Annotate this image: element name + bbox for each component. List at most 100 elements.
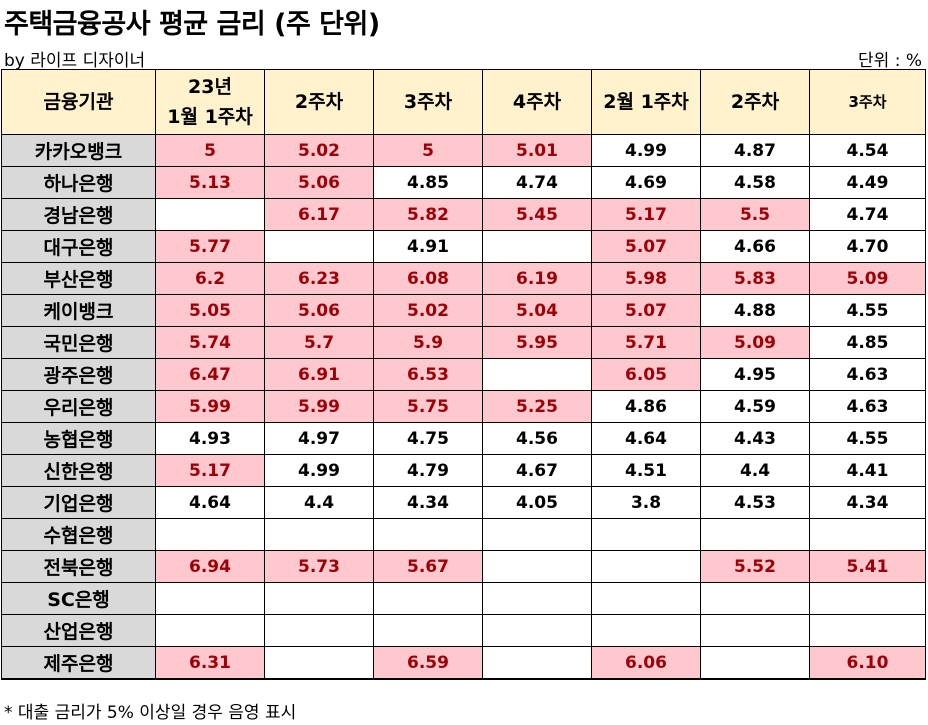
rate-cell: 4.59 xyxy=(700,390,810,423)
header-week-5: 2월 1주차 xyxy=(591,69,701,135)
rate-cell xyxy=(373,614,483,647)
header-week-7: 3주차 xyxy=(809,69,926,135)
rate-cell xyxy=(482,518,592,551)
rate-cell: 6.47 xyxy=(155,358,265,391)
rate-table: 금융기관 23년 1월 1주차 2주차 3주차 4주차 2월 1주차 2주차 3주… xyxy=(1,69,926,680)
bank-name: 우리은행 xyxy=(1,390,156,423)
rate-cell: 4.49 xyxy=(809,166,926,199)
bank-name: 전북은행 xyxy=(1,550,156,583)
table-row: 하나은행 5.13 5.06 4.85 4.74 4.69 4.58 4.49 xyxy=(1,166,926,199)
rate-cell: 4.85 xyxy=(809,326,926,359)
rate-cell: 4.69 xyxy=(591,166,701,199)
rate-cell: 4.85 xyxy=(373,166,483,199)
rate-cell: 6.59 xyxy=(373,646,483,680)
rate-cell: 4.34 xyxy=(809,486,926,519)
rate-cell: 4.86 xyxy=(591,390,701,423)
rate-cell: 5.99 xyxy=(155,390,265,423)
rate-cell: 5.17 xyxy=(591,198,701,231)
rate-cell xyxy=(155,614,265,647)
rate-cell: 4.97 xyxy=(264,422,374,455)
rate-cell xyxy=(264,614,374,647)
rate-cell: 4.99 xyxy=(591,134,701,167)
rate-cell xyxy=(373,582,483,615)
header-week-label: 1월 1주차 xyxy=(167,106,253,128)
rate-cell: 4.91 xyxy=(373,230,483,263)
header-week-6: 2주차 xyxy=(700,69,810,135)
rate-cell xyxy=(482,230,592,263)
rate-cell: 5.67 xyxy=(373,550,483,583)
rate-cell: 6.19 xyxy=(482,262,592,295)
unit-label: 단위 : % xyxy=(858,51,922,71)
rate-cell xyxy=(700,646,810,680)
rate-cell xyxy=(482,646,592,680)
rate-cell xyxy=(591,550,701,583)
rate-cell: 5.04 xyxy=(482,294,592,327)
table-row: 카카오뱅크 5 5.02 5 5.01 4.99 4.87 4.54 xyxy=(1,134,926,167)
rate-cell: 4.4 xyxy=(264,486,374,519)
rate-cell: 4.75 xyxy=(373,422,483,455)
header-week-1: 23년 1월 1주차 xyxy=(155,69,265,135)
rate-cell: 5.99 xyxy=(264,390,374,423)
rate-cell: 5.9 xyxy=(373,326,483,359)
rate-cell xyxy=(591,518,701,551)
rate-cell: 6.06 xyxy=(591,646,701,680)
rate-cell: 4.54 xyxy=(809,134,926,167)
rate-cell: 4.74 xyxy=(809,198,926,231)
rate-cell: 4.79 xyxy=(373,454,483,487)
rate-cell: 5.45 xyxy=(482,198,592,231)
table-row: 제주은행 6.31 6.59 6.06 6.10 xyxy=(1,646,926,680)
rate-cell: 4.74 xyxy=(482,166,592,199)
table-body: 카카오뱅크 5 5.02 5 5.01 4.99 4.87 4.54 하나은행 5.13 5.06 4… xyxy=(1,134,926,680)
table-row: 기업은행 4.64 4.4 4.34 4.05 3.8 4.53 4.34 xyxy=(1,486,926,519)
rate-cell: 5.98 xyxy=(591,262,701,295)
rate-cell: 4.67 xyxy=(482,454,592,487)
rate-cell xyxy=(264,582,374,615)
rate-cell xyxy=(155,198,265,231)
rate-cell: 6.23 xyxy=(264,262,374,295)
bank-name: 농협은행 xyxy=(1,422,156,455)
table-row: 산업은행 xyxy=(1,614,926,647)
header-week-3: 3주차 xyxy=(373,69,483,135)
table-row: 국민은행 5.74 5.7 5.9 5.95 5.71 5.09 4.85 xyxy=(1,326,926,359)
bank-name: 케이뱅크 xyxy=(1,294,156,327)
rate-cell: 4.99 xyxy=(264,454,374,487)
rate-cell xyxy=(809,614,926,647)
byline: by 라이프 디자이너 xyxy=(4,51,146,71)
rate-cell: 5.09 xyxy=(700,326,810,359)
rate-cell: 4.93 xyxy=(155,422,265,455)
rate-cell: 5.7 xyxy=(264,326,374,359)
table-row: 경남은행 6.17 5.82 5.45 5.17 5.5 4.74 xyxy=(1,198,926,231)
bank-name: 하나은행 xyxy=(1,166,156,199)
rate-cell: 4.05 xyxy=(482,486,592,519)
rate-cell: 5 xyxy=(373,134,483,167)
rate-cell: 5.07 xyxy=(591,294,701,327)
rate-cell: 4.87 xyxy=(700,134,810,167)
table-row: 신한은행 5.17 4.99 4.79 4.67 4.51 4.4 4.41 xyxy=(1,454,926,487)
rate-cell: 5.07 xyxy=(591,230,701,263)
rate-cell xyxy=(700,582,810,615)
header-institution: 금융기관 xyxy=(1,69,156,135)
rate-cell: 6.05 xyxy=(591,358,701,391)
rate-cell: 4.64 xyxy=(155,486,265,519)
rate-cell: 5.82 xyxy=(373,198,483,231)
rate-cell xyxy=(373,518,483,551)
header-week-4: 4주차 xyxy=(482,69,592,135)
rate-cell: 4.56 xyxy=(482,422,592,455)
rate-cell: 6.53 xyxy=(373,358,483,391)
rate-cell: 5.52 xyxy=(700,550,810,583)
rate-cell: 4.88 xyxy=(700,294,810,327)
rate-cell: 4.64 xyxy=(591,422,701,455)
rate-cell: 6.91 xyxy=(264,358,374,391)
table-row: 대구은행 5.77 4.91 5.07 4.66 4.70 xyxy=(1,230,926,263)
rate-cell: 5.74 xyxy=(155,326,265,359)
rate-cell: 4.34 xyxy=(373,486,483,519)
bank-name: 부산은행 xyxy=(1,262,156,295)
rate-cell: 4.95 xyxy=(700,358,810,391)
rate-cell: 4.55 xyxy=(809,294,926,327)
rate-cell xyxy=(264,230,374,263)
bank-name: 산업은행 xyxy=(1,614,156,647)
rate-cell xyxy=(482,614,592,647)
rate-cell: 5.13 xyxy=(155,166,265,199)
table-row: 부산은행 6.2 6.23 6.08 6.19 5.98 5.83 5.09 xyxy=(1,262,926,295)
header-year: 23년 xyxy=(188,76,232,98)
